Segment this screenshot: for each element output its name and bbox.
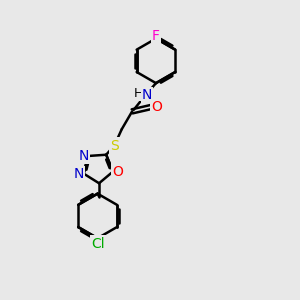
- Text: Cl: Cl: [91, 237, 104, 250]
- Text: N: N: [74, 167, 84, 181]
- Text: O: O: [152, 100, 162, 114]
- Text: N: N: [78, 149, 89, 163]
- Text: N: N: [142, 88, 152, 102]
- Text: S: S: [110, 139, 119, 152]
- Text: H: H: [134, 87, 143, 100]
- Text: O: O: [112, 165, 123, 178]
- Text: F: F: [152, 28, 160, 43]
